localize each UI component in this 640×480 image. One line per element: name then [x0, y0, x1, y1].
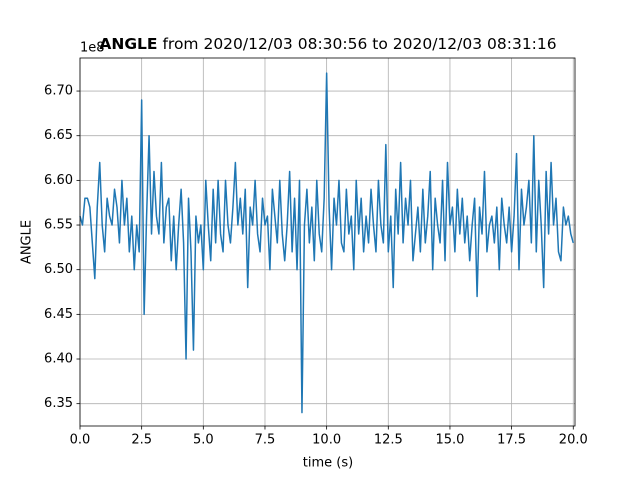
x-tick-label: 20.0 [559, 433, 588, 448]
x-tick-label: 17.5 [497, 433, 526, 448]
data-line [79, 72, 574, 414]
axes-frame [79, 57, 576, 427]
y-tick-label: 6.50 [44, 262, 73, 277]
y-tick-label: 6.65 [44, 128, 73, 143]
x-axis-label: time (s) [303, 456, 353, 471]
x-tick-label: 15.0 [435, 433, 464, 448]
title-bold: ANGLE [99, 35, 157, 53]
x-tick-label: 0.0 [70, 433, 91, 448]
y-tick-label: 6.55 [44, 218, 73, 233]
title-rest: from 2020/12/03 08:30:56 to 2020/12/03 0… [162, 35, 556, 53]
y-tick-label: 6.70 [44, 84, 73, 99]
y-tick-label: 6.35 [44, 396, 73, 411]
y-tick-label: 6.45 [44, 307, 73, 322]
x-tick-label: 12.5 [374, 433, 403, 448]
x-tick-label: 5.0 [193, 433, 214, 448]
x-tick-label: 2.5 [131, 433, 152, 448]
y-tick-label: 6.60 [44, 173, 73, 188]
y-tick-label: 6.40 [44, 352, 73, 367]
y-axis-label: ANGLE [20, 220, 35, 264]
x-tick-label: 7.5 [255, 433, 276, 448]
offset-text: 1e8 [80, 41, 105, 56]
x-tick-label: 10.0 [312, 433, 341, 448]
chart-title: ANGLE from 2020/12/03 08:30:56 to 2020/1… [99, 35, 556, 53]
